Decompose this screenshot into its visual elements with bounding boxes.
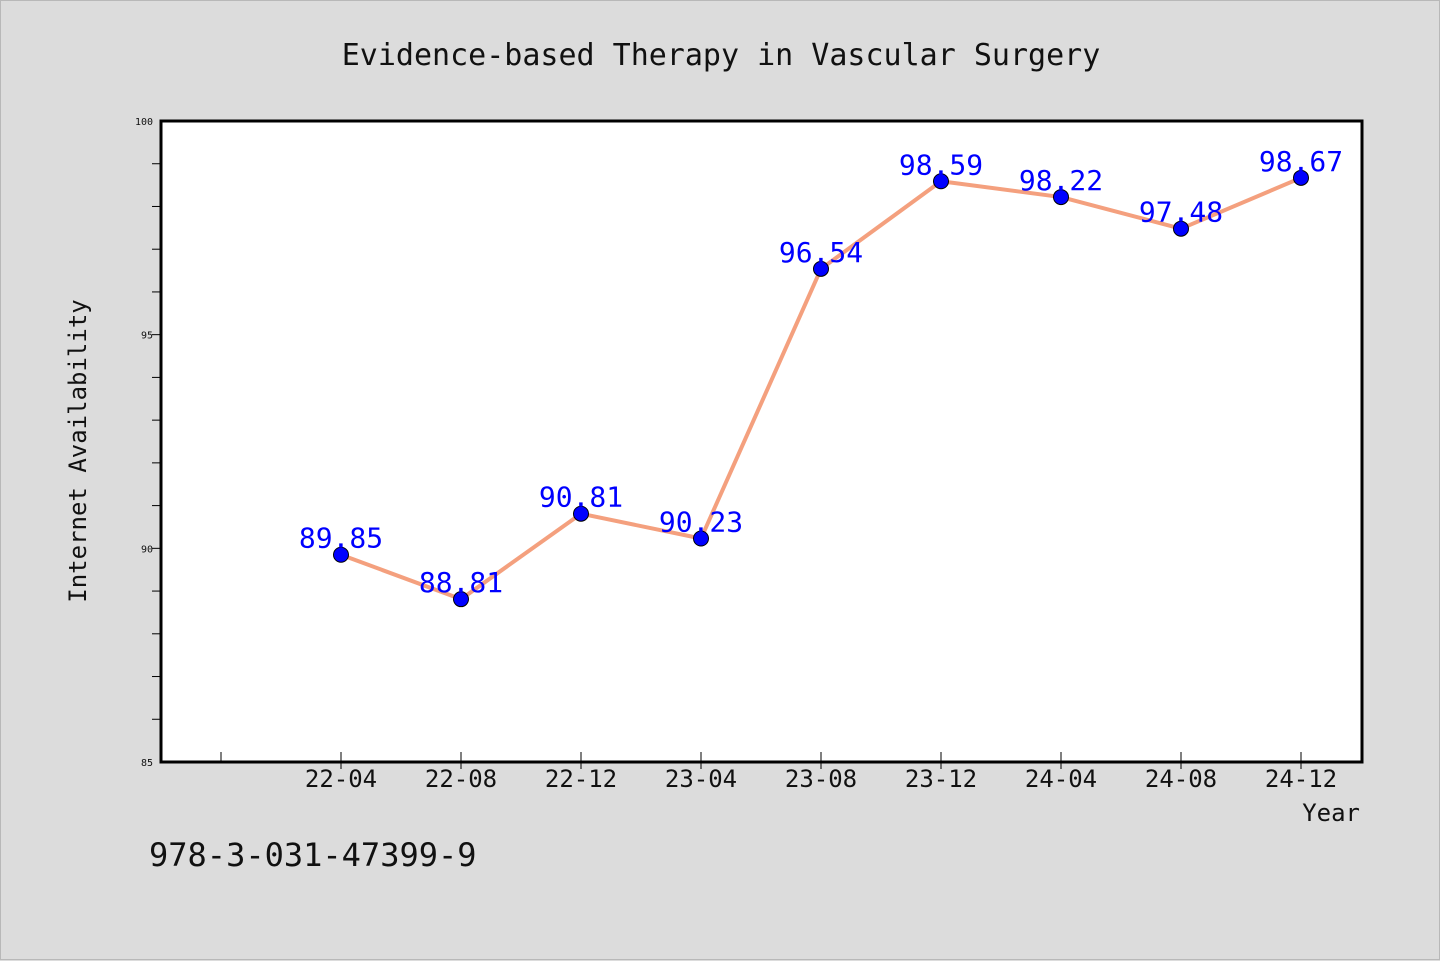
data-point [1053, 189, 1069, 206]
data-label: 98.59 [899, 148, 983, 181]
y-tick-label: 95 [141, 331, 153, 342]
x-tick-label: 22-04 [305, 765, 377, 793]
data-label: 89.85 [299, 522, 383, 555]
x-tick-label: 22-12 [545, 765, 617, 793]
y-axis-label: Internet Availability [64, 299, 92, 602]
x-tick-label: 24-08 [1145, 765, 1217, 793]
x-tick-label: 23-12 [905, 765, 977, 793]
x-tick-label: 23-08 [785, 765, 857, 793]
data-point [1173, 220, 1189, 237]
data-label: 90.81 [539, 481, 623, 514]
chart-title: Evidence-based Therapy in Vascular Surge… [342, 38, 1101, 73]
data-point [1293, 169, 1309, 186]
y-tick-label: 85 [141, 758, 153, 769]
x-axis-ticks: 22-04 22-08 22-12 23-04 23-08 23-12 24-04 24-08… [220, 752, 1337, 793]
data-point [813, 260, 829, 277]
y-tick-label: 100 [135, 117, 153, 128]
data-point [453, 591, 469, 608]
y-tick-label: 90 [141, 544, 153, 555]
x-axis-label: Year [1302, 799, 1360, 827]
data-point [693, 530, 709, 547]
data-label: 90.23 [659, 506, 743, 539]
data-label: 96.54 [779, 236, 863, 269]
y-axis-ticks: 85 90 95 100 [135, 117, 161, 769]
data-label: 88.81 [419, 566, 503, 599]
x-tick-label: 22-08 [425, 765, 497, 793]
data-label: 97.48 [1139, 196, 1223, 229]
data-label: 98.67 [1259, 145, 1343, 178]
data-label: 98.22 [1019, 164, 1103, 197]
data-point [573, 505, 589, 522]
x-tick-label: 24-04 [1025, 765, 1097, 793]
x-tick-label: 23-04 [665, 765, 737, 793]
data-point [933, 173, 949, 190]
plot-area [159, 119, 1364, 764]
x-tick-label: 24-12 [1265, 765, 1337, 793]
data-point [333, 546, 349, 563]
isbn-text: 978-3-031-47399-9 [149, 836, 477, 874]
series-layer: 89.85 88.81 90.81 90.23 96.54 98.59 98.22 97.48… [299, 145, 1343, 608]
